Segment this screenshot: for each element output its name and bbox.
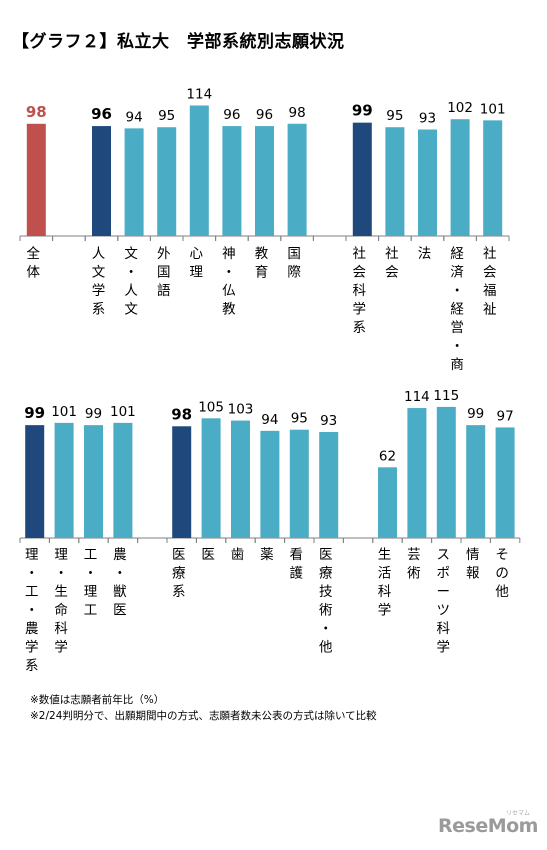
category-label: 医 xyxy=(201,547,215,563)
data-label: 114 xyxy=(404,389,430,405)
footnote-ratio: ※数値は志願者前年比（%） xyxy=(30,694,165,706)
category-label: 経済・経営・商 xyxy=(450,246,464,373)
data-label: 95 xyxy=(386,108,403,124)
data-label: 102 xyxy=(447,100,473,116)
category-label: 情報 xyxy=(466,547,480,582)
bar-sub xyxy=(495,427,515,538)
page-title: 【グラフ２】私立大 学部系統別志願状況 xyxy=(12,32,345,52)
data-label: 96 xyxy=(223,107,240,123)
category-label: 芸術 xyxy=(407,547,421,582)
bar-sub xyxy=(189,105,209,236)
data-label: 96 xyxy=(256,107,273,123)
data-label: 99 xyxy=(24,404,45,422)
data-label: 93 xyxy=(419,111,436,127)
category-label: 理・生命科学 xyxy=(54,547,68,656)
bar-sub xyxy=(113,422,133,538)
category-label: 工・理工 xyxy=(84,547,98,619)
data-label: 103 xyxy=(228,402,254,418)
bar-sub xyxy=(483,120,503,236)
bar-sub xyxy=(287,123,307,236)
resemom-logo: ReseMom xyxy=(438,815,538,837)
data-label: 95 xyxy=(291,411,308,427)
category-label: 教育 xyxy=(255,246,269,281)
data-label: 96 xyxy=(91,105,112,123)
data-label: 62 xyxy=(379,448,396,464)
data-label: 99 xyxy=(467,406,484,422)
category-label: 外国語 xyxy=(157,246,171,299)
bar-sub xyxy=(378,467,397,538)
category-label: 心理 xyxy=(190,246,204,281)
category-label: 国際 xyxy=(287,246,301,281)
bar-sub xyxy=(255,126,274,236)
data-label: 94 xyxy=(261,412,278,428)
category-label: スポーツ科学 xyxy=(437,547,451,656)
category-label: 人文学系 xyxy=(92,246,106,318)
bar-sub xyxy=(222,126,242,236)
category-label: 医療系 xyxy=(172,547,186,600)
category-label: 神・仏教 xyxy=(222,246,236,318)
data-label: 114 xyxy=(186,86,212,102)
data-label: 97 xyxy=(497,408,514,424)
bar-sub xyxy=(201,418,221,538)
bar-sub xyxy=(436,406,456,538)
data-label: 99 xyxy=(85,406,102,422)
bar-sub xyxy=(84,425,103,538)
bar-sub xyxy=(450,119,470,236)
data-label: 101 xyxy=(480,101,506,117)
category-label: 法 xyxy=(418,246,432,262)
data-label: 93 xyxy=(320,413,337,429)
data-label: 95 xyxy=(158,108,175,124)
category-label: 社会 xyxy=(385,246,399,281)
category-label: その他 xyxy=(495,547,509,600)
data-label: 105 xyxy=(198,399,224,415)
bar-group xyxy=(172,426,192,538)
bar-sub xyxy=(418,129,437,236)
data-label: 98 xyxy=(171,405,192,423)
bar-sub xyxy=(54,422,74,538)
category-label: 生活科学 xyxy=(378,547,392,619)
bar-group xyxy=(352,122,372,236)
data-label: 101 xyxy=(51,404,77,420)
bar-sub xyxy=(407,408,427,538)
bar-sub xyxy=(231,420,250,538)
data-label: 94 xyxy=(126,109,143,125)
bar-sub xyxy=(289,429,309,538)
category-label: 農・獣医 xyxy=(113,547,127,619)
category-label: 理・工・農学系 xyxy=(25,547,39,674)
data-label: 98 xyxy=(26,103,47,121)
bar-sub xyxy=(260,430,280,538)
category-label: 薬 xyxy=(260,547,274,563)
category-label: 全体 xyxy=(27,245,41,281)
chart-panel-top: 98 全体 96 人文学系 94 文・人文 95 外国語 114 心理 96 神・仏教 96 教育 98 国際… xyxy=(19,86,510,373)
bar-group xyxy=(25,425,45,538)
bar-sub xyxy=(157,127,177,236)
bar-sub xyxy=(466,425,486,538)
bar-group xyxy=(92,126,111,236)
bar-sub xyxy=(124,128,144,236)
bar-sub xyxy=(385,127,405,236)
category-label: 医療技術・他 xyxy=(319,547,333,656)
data-label: 98 xyxy=(289,105,306,121)
data-label: 99 xyxy=(352,102,373,120)
category-label: 文・人文 xyxy=(124,246,138,318)
category-label: 社会科学系 xyxy=(353,246,367,336)
category-label: 歯 xyxy=(231,547,245,563)
category-label: 看護 xyxy=(290,547,304,582)
chart-panel-bottom: 99 理・工・農学系 101 理・生命科学 99 工・理工 101 農・獣医 98 医療系 105 医… xyxy=(19,388,521,674)
data-label: 101 xyxy=(110,404,136,420)
bar-sub xyxy=(319,431,339,538)
bar-total xyxy=(26,123,46,236)
category-label: 社会福祉 xyxy=(483,246,497,318)
resemom-logo-kana: リセマム xyxy=(506,810,531,817)
data-label: 115 xyxy=(433,388,459,404)
footnote-method: ※2/24判明分で、出願期間中の方式、志願者数未公表の方式は除いて比較 xyxy=(30,710,377,722)
